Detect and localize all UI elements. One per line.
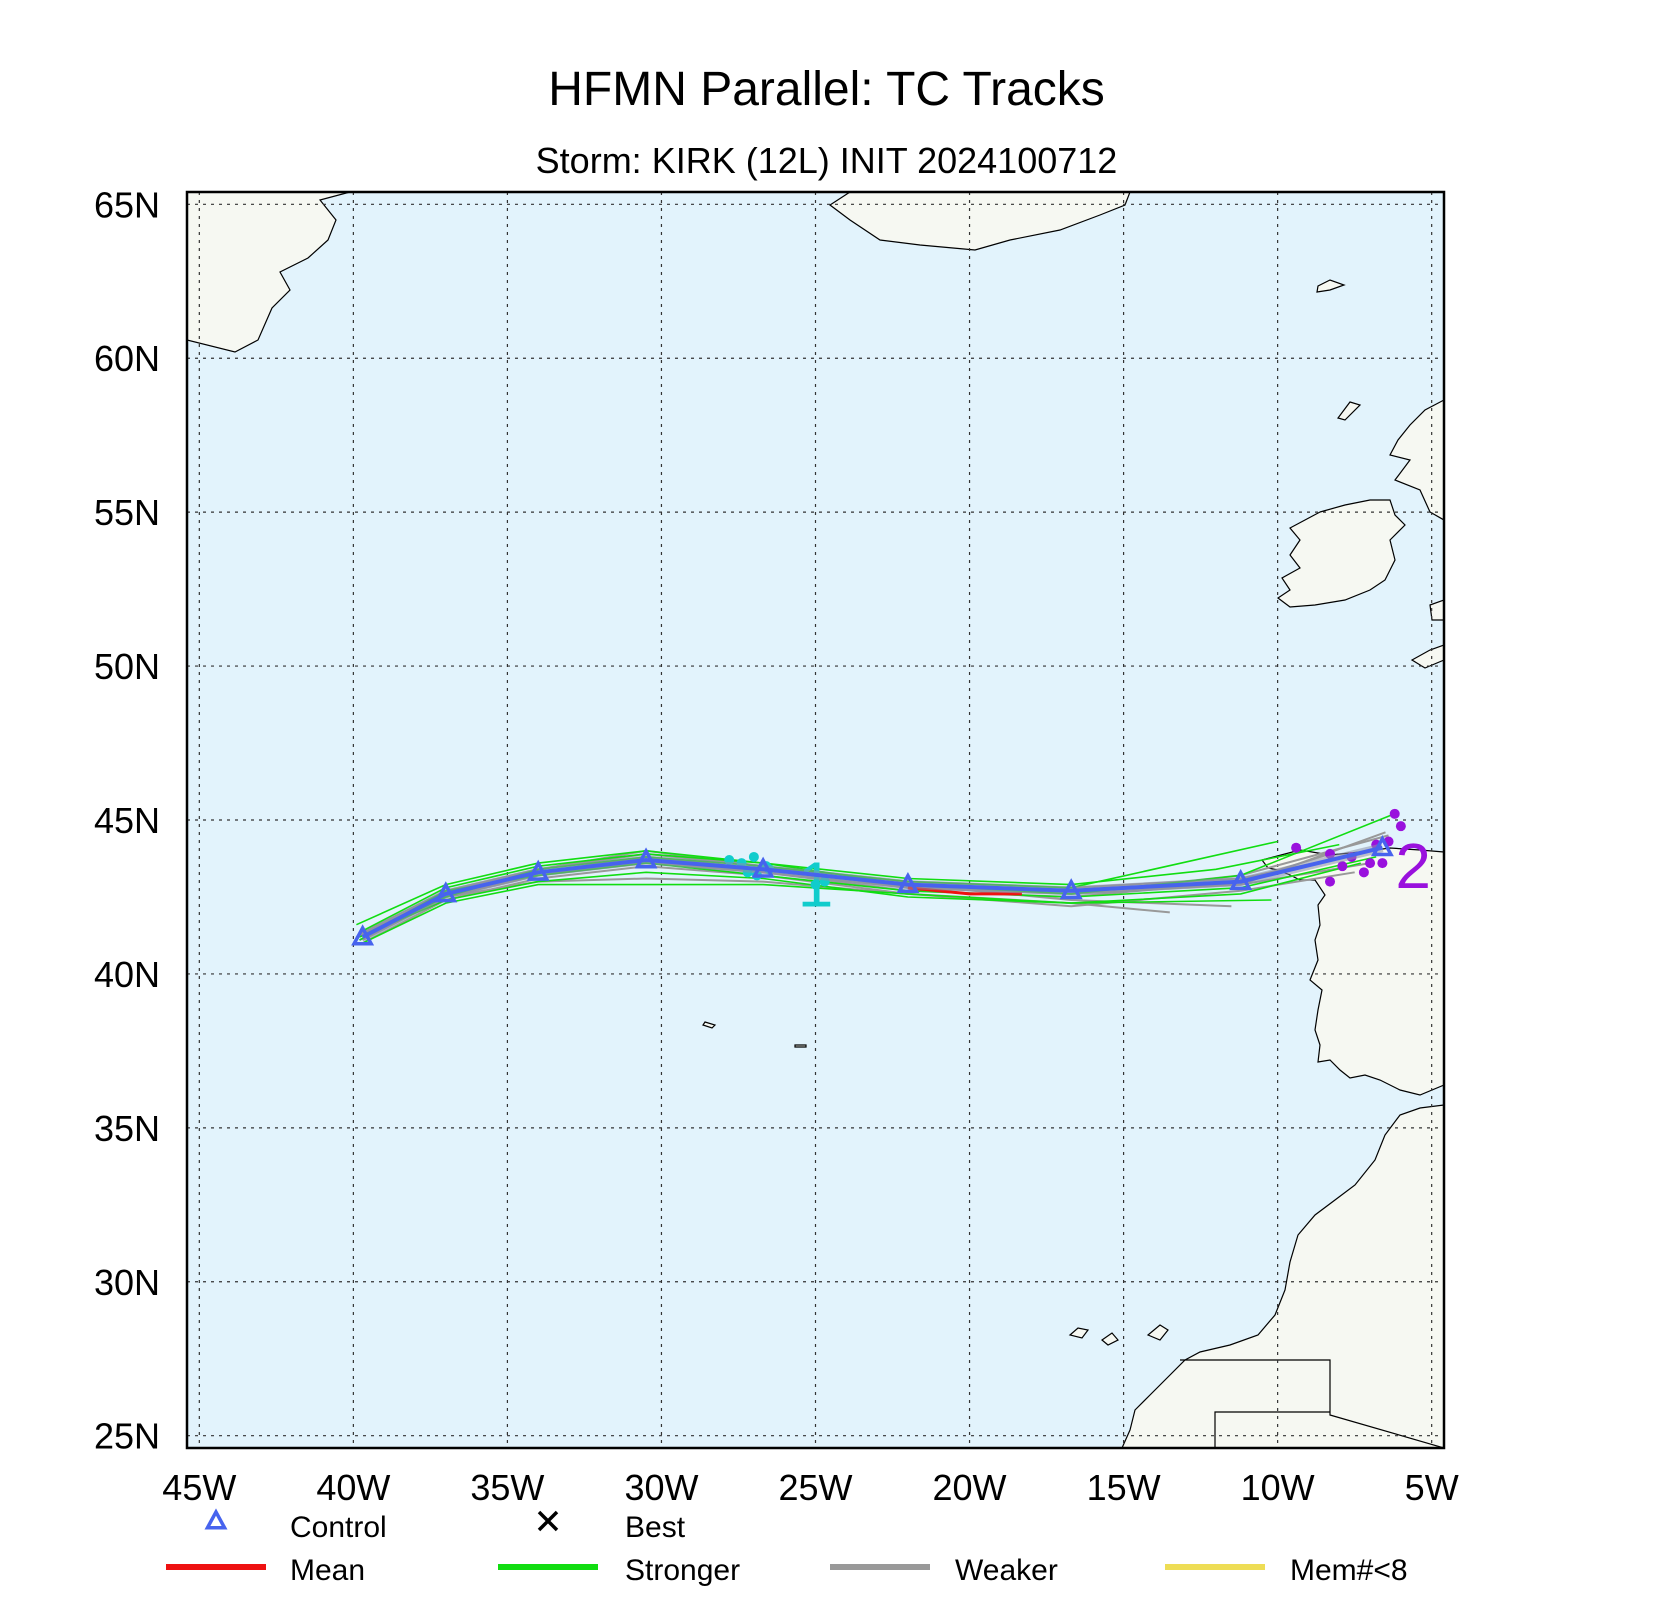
- control-marker: [1229, 868, 1253, 891]
- control-marker: [751, 856, 775, 878]
- legend-label: Stronger: [625, 1554, 740, 1587]
- day1-marker: [748, 851, 759, 862]
- day-label: 2: [1395, 830, 1431, 902]
- control-marker: [634, 847, 658, 869]
- day1-marker: [810, 879, 821, 890]
- ocean-area: [187, 192, 1444, 1448]
- control-track: [361, 845, 1383, 939]
- azores-island-2: [794, 1044, 807, 1048]
- control-marker: [351, 924, 375, 946]
- y-tick-label: 25N: [94, 1416, 160, 1457]
- legend-best-icon: [537, 1510, 559, 1532]
- madeira-land: [1068, 1327, 1090, 1339]
- iberia-land: [1260, 847, 1444, 1096]
- grid-layer: [187, 192, 1444, 1448]
- ireland-land: [1276, 499, 1406, 608]
- day2-marker: [1377, 858, 1388, 869]
- x-tick-label: 40W: [316, 1467, 390, 1508]
- day-label: 1: [798, 849, 834, 921]
- legend-label: Mean: [290, 1554, 365, 1587]
- x-tick-label: 20W: [933, 1467, 1007, 1508]
- day2-marker: [1365, 858, 1376, 869]
- x-tick-label: 10W: [1241, 1467, 1315, 1508]
- x-tick-label: 25W: [778, 1467, 852, 1508]
- day2-marker: [1389, 808, 1400, 819]
- control-marker: [434, 881, 458, 903]
- scotland-land: [1389, 399, 1444, 521]
- day2-marker: [1291, 842, 1302, 853]
- greenland-land: [187, 192, 351, 353]
- day2-marker: [1325, 876, 1336, 887]
- chart-title: HFMN Parallel: TC Tracks: [548, 63, 1105, 116]
- canary-island-1: [1146, 1324, 1169, 1341]
- tick-layer: 45W 40W 35W 30W 25W 20W 15W 10W 5W 25N 30N 35N 40N 45…: [94, 184, 1459, 1508]
- control-marker: [526, 859, 550, 881]
- cornwall-land: [1410, 644, 1444, 669]
- faroe-land: [1316, 279, 1346, 293]
- y-tick-label: 65N: [94, 184, 160, 225]
- iceland-land: [828, 192, 1131, 251]
- stronger-track: [359, 862, 1361, 938]
- x-tick-label: 15W: [1087, 1467, 1161, 1508]
- legend-control-icon: [204, 1508, 228, 1530]
- day2-marker: [1358, 867, 1369, 878]
- africa-land: [1121, 1104, 1444, 1448]
- y-tick-label: 55N: [94, 492, 160, 533]
- y-tick-label: 30N: [94, 1262, 160, 1303]
- legend-label: Weaker: [955, 1554, 1058, 1587]
- y-tick-label: 45N: [94, 800, 160, 841]
- border-line-1: [1180, 1359, 1444, 1448]
- legend: Control Best Mean Stronger Weaker Mem#<8: [166, 1508, 1408, 1587]
- y-tick-label: 50N: [94, 646, 160, 687]
- y-tick-label: 40N: [94, 954, 160, 995]
- legend-label: Mem#<8: [1290, 1554, 1408, 1587]
- x-tick-label: 45W: [162, 1467, 236, 1508]
- hebrides-land: [1336, 401, 1362, 421]
- canary-island-2: [1101, 1332, 1119, 1346]
- wales-land: [1429, 599, 1444, 621]
- y-tick-label: 35N: [94, 1108, 160, 1149]
- x-tick-label: 5W: [1405, 1467, 1459, 1508]
- day2-marker: [1395, 821, 1406, 832]
- legend-label: Control: [290, 1511, 387, 1544]
- control-marker: [1370, 835, 1394, 857]
- plot-frame: [185, 190, 1446, 1450]
- legend-label: Best: [625, 1511, 686, 1544]
- control-marker: [896, 871, 920, 894]
- border-line-2: [1214, 1411, 1330, 1448]
- land-layer: [187, 192, 1444, 1448]
- control-marker: [1059, 878, 1083, 900]
- x-tick-label: 30W: [624, 1467, 698, 1508]
- chart-subtitle: Storm: KIRK (12L) INIT 2024100712: [535, 140, 1118, 181]
- x-tick-label: 35W: [470, 1467, 544, 1508]
- azores-island-1: [702, 1021, 717, 1029]
- y-tick-label: 60N: [94, 338, 160, 379]
- day2-marker: [1337, 861, 1348, 872]
